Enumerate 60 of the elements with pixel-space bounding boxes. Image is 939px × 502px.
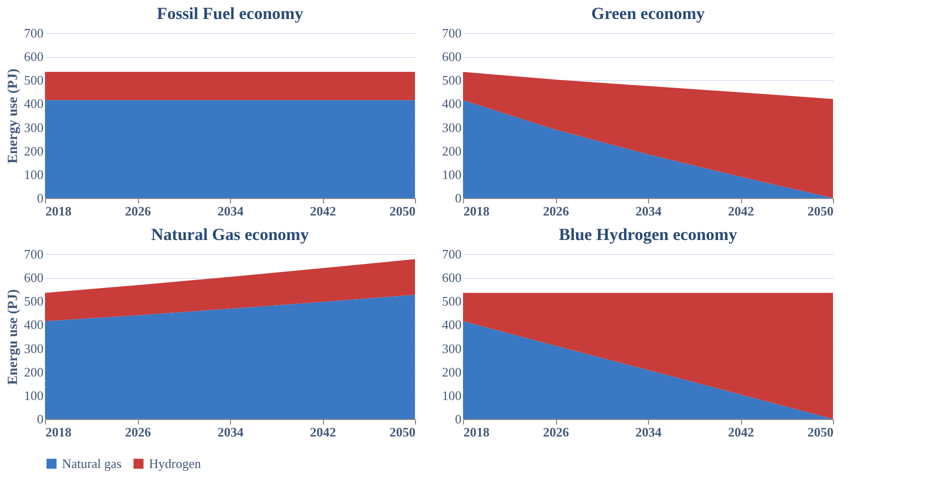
x-tick-label: 2050 bbox=[390, 424, 416, 440]
y-tick-label: 300 bbox=[442, 340, 462, 356]
legend-label: Natural gas bbox=[62, 456, 122, 471]
x-tick-label: 2050 bbox=[808, 204, 834, 218]
x-tick-label: 2042 bbox=[310, 424, 336, 440]
y-tick-label: 600 bbox=[442, 49, 462, 64]
chart-title: Natural Gas economy bbox=[151, 225, 310, 244]
y-axis-title: Energu use (PJ) bbox=[6, 288, 21, 385]
y-tick-label: 700 bbox=[24, 246, 44, 262]
y-tick-label: 500 bbox=[24, 72, 44, 88]
chart-title: Fossil Fuel economy bbox=[156, 4, 304, 23]
y-tick-label: 400 bbox=[442, 317, 462, 332]
x-tick-label: 2042 bbox=[310, 204, 336, 218]
y-tick-label: 300 bbox=[442, 120, 462, 135]
y-tick-label: 0 bbox=[455, 412, 462, 426]
x-tick-label: 2042 bbox=[728, 424, 754, 440]
chart-title: Green economy bbox=[591, 4, 706, 23]
x-tick-label: 2018 bbox=[464, 204, 490, 218]
y-tick-label: 200 bbox=[442, 364, 462, 380]
x-tick-label: 2018 bbox=[46, 424, 72, 440]
legend-label: Hydrogen bbox=[149, 456, 202, 471]
y-tick-label: 100 bbox=[442, 388, 462, 403]
x-tick-label: 2018 bbox=[46, 204, 72, 218]
x-tick-label: 2042 bbox=[728, 204, 754, 218]
y-tick-label: 500 bbox=[442, 294, 462, 309]
x-tick-label: 2026 bbox=[125, 204, 152, 218]
x-tick-label: 2034 bbox=[636, 204, 662, 218]
y-tick-label: 400 bbox=[442, 96, 462, 112]
y-tick-label: 500 bbox=[24, 294, 44, 309]
y-tick-label: 600 bbox=[24, 49, 44, 64]
y-tick-label: 200 bbox=[24, 143, 44, 158]
x-tick-label: 2050 bbox=[808, 424, 834, 440]
x-tick-label: 2034 bbox=[218, 204, 244, 218]
chart-title: Blue Hydrogen economy bbox=[558, 225, 738, 244]
y-tick-label: 0 bbox=[455, 190, 462, 206]
x-tick-label: 2034 bbox=[636, 424, 662, 440]
y-tick-label: 700 bbox=[442, 246, 462, 262]
x-tick-label: 2026 bbox=[125, 424, 152, 440]
x-tick-label: 2026 bbox=[543, 424, 570, 440]
x-tick-label: 2050 bbox=[390, 204, 416, 218]
y-tick-label: 400 bbox=[24, 96, 44, 112]
y-tick-label: 100 bbox=[24, 166, 44, 182]
y-tick-label: 600 bbox=[442, 270, 462, 286]
x-tick-label: 2026 bbox=[543, 204, 570, 218]
y-tick-label: 300 bbox=[24, 340, 44, 356]
y-tick-label: 600 bbox=[24, 270, 44, 286]
y-tick-label: 0 bbox=[37, 190, 44, 206]
y-tick-label: 700 bbox=[442, 26, 462, 40]
y-axis-title: Energy use (PJ) bbox=[6, 68, 21, 164]
y-tick-label: 500 bbox=[442, 72, 462, 88]
y-tick-label: 200 bbox=[442, 143, 462, 158]
y-tick-label: 300 bbox=[24, 120, 44, 135]
y-tick-label: 700 bbox=[24, 26, 44, 40]
y-tick-label: 0 bbox=[37, 412, 44, 426]
x-tick-label: 2018 bbox=[464, 424, 490, 440]
y-tick-label: 100 bbox=[442, 166, 462, 182]
y-tick-label: 400 bbox=[24, 317, 44, 332]
y-tick-label: 100 bbox=[24, 388, 44, 403]
y-tick-label: 200 bbox=[24, 364, 44, 380]
x-tick-label: 2034 bbox=[218, 424, 244, 440]
